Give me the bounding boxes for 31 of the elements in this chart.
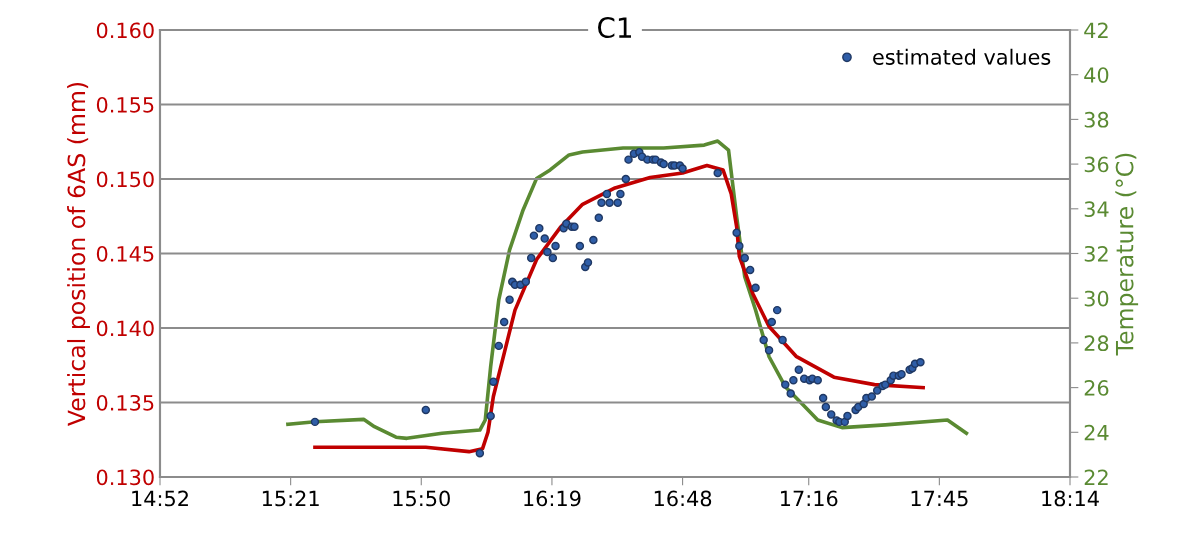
y-tick-label: 0.160 (96, 22, 154, 39)
y-tick-label: 0.155 (96, 96, 154, 113)
x-tick-label: 16:19 (524, 490, 581, 507)
y2-tick-label: 24 (1084, 424, 1109, 441)
x-tick-label: 15:50 (393, 490, 450, 507)
x-tick-label: 18:14 (1042, 490, 1099, 507)
x-tick-label: 15:21 (262, 490, 319, 507)
y2-tick-label: 42 (1084, 22, 1108, 38)
y2-tick-label: 36 (1084, 156, 1109, 173)
y-tick-label: 0.145 (96, 245, 154, 262)
y-tick-label: 0.140 (96, 320, 154, 337)
chart-title: C1 (598, 17, 631, 39)
y2-tick-label: 22 (1084, 469, 1108, 485)
y2-tick-label: 32 (1084, 245, 1108, 262)
y-tick-label: 0.150 (96, 171, 154, 188)
y-axis-title: Vertical position of 6AS (mm) (67, 82, 90, 426)
x-tick-label: 16:48 (654, 490, 712, 507)
y2-tick-label: 28 (1084, 335, 1109, 352)
legend-label: estimated values (873, 48, 1051, 65)
y2-tick-label: 30 (1084, 290, 1109, 307)
y-tick-label: 0.135 (96, 394, 154, 411)
y2-tick-label: 40 (1084, 67, 1109, 83)
y-tick-label: 0.130 (96, 469, 154, 486)
line-series (286, 139, 969, 441)
y2-tick-label: 26 (1084, 380, 1109, 396)
y2-tick-label: 38 (1084, 111, 1109, 128)
x-tick-label: 17:45 (911, 490, 968, 507)
x-tick-label: 17:16 (780, 490, 838, 507)
x-tick-label: 14:52 (132, 490, 188, 507)
y2-axis-title: Temperature (°C) (1115, 153, 1139, 356)
y2-tick-label: 34 (1084, 201, 1109, 218)
